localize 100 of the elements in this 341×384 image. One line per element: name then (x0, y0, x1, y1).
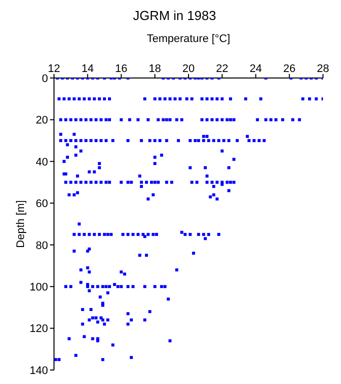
point (148, 139, 152, 142)
point (216, 97, 219, 100)
x-tick-label: 28 (316, 63, 330, 75)
point (104, 139, 108, 142)
point (226, 118, 229, 122)
y-tick-label: 80 (36, 240, 48, 252)
point (156, 180, 160, 184)
point (128, 118, 132, 122)
point (64, 139, 68, 142)
point (98, 296, 102, 298)
point (104, 180, 108, 184)
point (153, 97, 156, 100)
point (104, 285, 108, 288)
x-tick-label: 12 (48, 63, 60, 75)
point (205, 180, 208, 184)
point (188, 232, 192, 236)
point (163, 97, 166, 100)
point (210, 97, 214, 100)
point (197, 232, 200, 236)
point (229, 97, 232, 100)
point (184, 232, 187, 236)
point (176, 139, 180, 142)
point (88, 289, 91, 292)
point (146, 197, 150, 200)
point (89, 118, 92, 122)
point (170, 180, 174, 184)
point (79, 180, 82, 184)
point (130, 356, 133, 359)
y-tick-label: 100 (30, 281, 48, 294)
point (192, 252, 196, 255)
point (168, 118, 172, 122)
point (54, 358, 58, 362)
point (59, 118, 62, 122)
x-tick-label: 26 (283, 63, 296, 75)
point (166, 298, 170, 301)
point (232, 180, 236, 184)
point (104, 118, 108, 122)
point (98, 97, 101, 100)
point (126, 180, 130, 184)
point (100, 139, 103, 142)
point (98, 166, 101, 170)
y-tick-label: 60 (36, 198, 48, 210)
point (180, 118, 184, 122)
point (185, 97, 188, 100)
point (143, 97, 146, 100)
point (94, 180, 98, 184)
point (111, 343, 114, 346)
y-axis-title: Depth [m] (14, 200, 27, 248)
point (259, 97, 262, 100)
point (246, 134, 249, 138)
point (74, 180, 78, 184)
point (101, 285, 104, 288)
y-tick-label: 40 (36, 156, 48, 168)
point (126, 139, 130, 142)
point (212, 139, 216, 142)
point (84, 180, 88, 184)
point (74, 118, 78, 122)
point (195, 180, 198, 184)
point (78, 222, 81, 226)
point (248, 139, 251, 142)
point (200, 97, 204, 100)
y-tick-label: 140 (30, 364, 48, 377)
point (102, 322, 106, 326)
point (98, 162, 101, 166)
point (82, 97, 86, 100)
point (74, 154, 78, 157)
y-tick-label: 0 (42, 72, 48, 85)
point (88, 170, 91, 174)
point (165, 180, 168, 184)
point (204, 237, 207, 240)
point (84, 139, 88, 142)
point (72, 193, 76, 196)
point (91, 337, 94, 340)
point (175, 118, 178, 122)
point (130, 180, 133, 184)
point (158, 139, 162, 142)
point (136, 118, 140, 122)
point (91, 316, 94, 320)
point (58, 97, 61, 100)
point (217, 232, 220, 236)
point (92, 232, 96, 236)
point (205, 174, 208, 178)
point (220, 97, 224, 100)
point (207, 139, 210, 142)
x-tick-label: 20 (182, 63, 195, 75)
point (204, 166, 207, 170)
point (72, 250, 76, 253)
point (291, 118, 294, 122)
point (82, 335, 86, 338)
point (200, 118, 204, 122)
point (153, 156, 156, 159)
point (153, 162, 156, 166)
point (79, 118, 82, 122)
point (226, 180, 229, 184)
point (94, 118, 98, 122)
point (140, 180, 143, 184)
point (91, 285, 94, 288)
point (59, 132, 62, 136)
point (158, 97, 162, 100)
point (136, 232, 140, 236)
